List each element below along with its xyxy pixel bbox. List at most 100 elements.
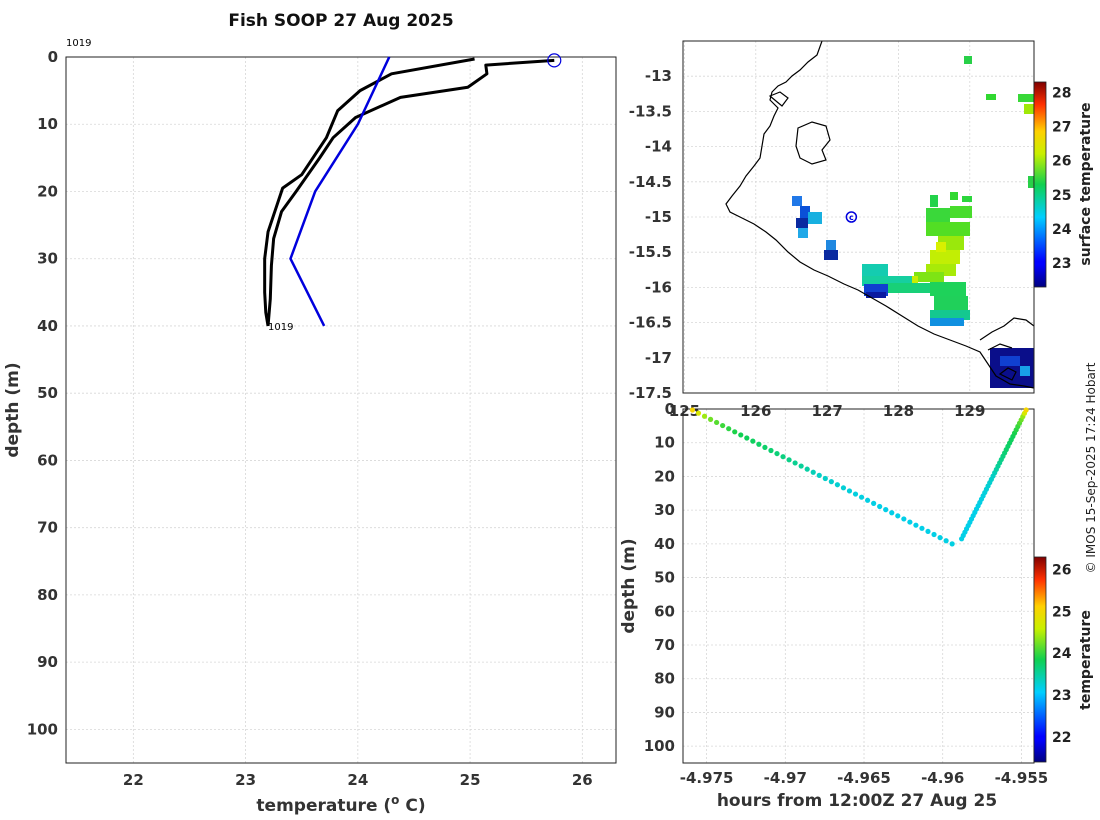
depth-time-y-tick-label: 40 <box>654 535 675 553</box>
sst-cell <box>880 283 930 293</box>
profile-y-tick-label: 80 <box>37 586 58 604</box>
sst-cell <box>926 208 950 222</box>
profile-x-tick-label: 23 <box>235 771 256 789</box>
descent-point <box>889 510 895 516</box>
descent-point <box>864 497 871 503</box>
descent-point <box>786 457 792 463</box>
depth-time-y-tick-label: 10 <box>654 434 675 452</box>
sst-colorbar-label: surface temperature <box>1078 102 1094 265</box>
sst-cells <box>792 56 1034 388</box>
map-x-tick-label: 129 <box>954 402 985 420</box>
descent-point <box>714 419 720 426</box>
imos-credit: © IMOS 15-Sep-2025 17:24 Hobart <box>1084 362 1098 573</box>
temperature-colorbar-tick-label: 22 <box>1052 730 1071 746</box>
descent-point <box>834 482 840 488</box>
descent-point <box>931 531 937 538</box>
sst-cell <box>866 292 886 298</box>
descent-point <box>762 444 768 450</box>
profile-x-tick-label: 24 <box>347 771 368 789</box>
sst-cell <box>824 250 838 260</box>
depth-time-x-ticks: -4.975 -4.97 -4.965 -4.96 -4.955 <box>680 769 1048 787</box>
sst-cell <box>930 310 970 320</box>
descent-point <box>804 466 810 472</box>
descent-point <box>846 488 853 494</box>
map-x-ticks: 125 126 127 128 129 <box>669 402 986 420</box>
descent-point <box>840 485 847 491</box>
sst-cell <box>800 206 810 218</box>
sst-cell <box>798 228 808 238</box>
sst-cell <box>1024 104 1034 114</box>
profile-line-up <box>266 58 555 327</box>
profile-x-tick-label: 26 <box>572 771 593 789</box>
temperature-colorbar-tick-label: 24 <box>1052 646 1072 662</box>
coastline-bay <box>795 121 831 165</box>
descent-point <box>792 460 798 466</box>
sst-cell <box>808 212 822 224</box>
descent-point <box>701 413 708 419</box>
sst-cell <box>930 318 964 326</box>
profile-y-tick-label: 70 <box>37 519 58 537</box>
profile-panel: 22 23 24 25 26 0 10 20 30 40 50 60 70 80… <box>3 38 617 816</box>
sst-cell <box>792 196 802 206</box>
map-y-tick-label: -17.5 <box>629 384 672 402</box>
map-y-tick-label: -14.5 <box>629 173 672 191</box>
sst-cell <box>1028 176 1034 188</box>
sst-cell <box>950 192 958 200</box>
descent-point <box>726 426 732 432</box>
descent-point <box>871 500 877 506</box>
map-grid <box>683 41 1034 394</box>
profile-y-ticks: 0 10 20 30 40 50 60 70 80 90 100 <box>27 48 58 738</box>
profile-y-tick-label: 0 <box>48 48 58 66</box>
temperature-colorbar-tick-label: 26 <box>1052 563 1071 579</box>
sst-colorbar-tick-label: 28 <box>1052 85 1071 101</box>
depth-time-x-tick-label: -4.965 <box>837 769 891 787</box>
map-y-tick-label: -13.5 <box>629 102 672 120</box>
depth-time-x-label: hours from 12:00Z 27 Aug 25 <box>717 791 997 811</box>
sst-cell <box>930 282 966 296</box>
depth-time-panel: -4.975 -4.97 -4.965 -4.96 -4.955 0 10 20… <box>619 400 1094 811</box>
sst-cell <box>936 242 946 252</box>
depth-time-y-tick-label: 80 <box>654 670 675 688</box>
sst-cell <box>930 250 960 264</box>
descent-point <box>744 435 750 441</box>
depth-time-y-tick-label: 90 <box>654 703 675 721</box>
profile-grid <box>66 56 616 763</box>
map-y-ticks: -13 -13.5 -14 -14.5 -15 -15.5 -16 -16.5 … <box>629 67 672 402</box>
depth-time-y-ticks: 0 10 20 30 40 50 60 70 80 90 100 <box>644 400 675 755</box>
depth-time-grid <box>683 408 1034 763</box>
sst-cell <box>930 195 938 207</box>
profile-y-tick-label: 100 <box>27 720 58 738</box>
map-y-tick-label: -16 <box>645 278 672 296</box>
sst-cell <box>862 276 912 286</box>
descent-point <box>756 441 762 447</box>
temperature-colorbar-label: temperature <box>1078 610 1094 710</box>
descent-point <box>828 479 834 485</box>
profile-label-top: 1019 <box>66 38 91 49</box>
sst-cell <box>914 272 944 282</box>
descent-point <box>780 454 786 460</box>
profile-y-label: depth (m) <box>3 362 23 457</box>
ascent-point <box>1023 407 1029 413</box>
profile-x-label: temperature (o C) <box>256 793 425 816</box>
descent-point <box>689 407 696 413</box>
profile-y-tick-label: 50 <box>37 384 58 402</box>
profile-y-tick-label: 40 <box>37 317 58 335</box>
depth-time-y-tick-label: 60 <box>654 602 675 620</box>
temperature-colorbar-tick-label: 23 <box>1052 688 1071 704</box>
descent-point <box>883 507 889 513</box>
descent-point <box>707 416 714 422</box>
sst-colorbar-tick-label: 26 <box>1052 154 1071 170</box>
depth-time-x-tick-label: -4.975 <box>680 769 734 787</box>
descent-point <box>919 525 925 531</box>
depth-time-axes-frame <box>682 408 1035 764</box>
descent-point <box>774 450 780 457</box>
depth-time-y-label: depth (m) <box>619 538 639 633</box>
map-y-tick-label: -13 <box>645 67 672 85</box>
sst-colorbar <box>1033 81 1047 288</box>
station-marker-circle <box>845 211 858 223</box>
temperature-colorbar-ticks: 22 23 24 25 26 <box>1052 563 1072 746</box>
descent-point <box>695 410 702 416</box>
profile-x-ticks: 22 23 24 25 26 <box>123 771 593 789</box>
profile-y-tick-label: 90 <box>37 653 58 671</box>
